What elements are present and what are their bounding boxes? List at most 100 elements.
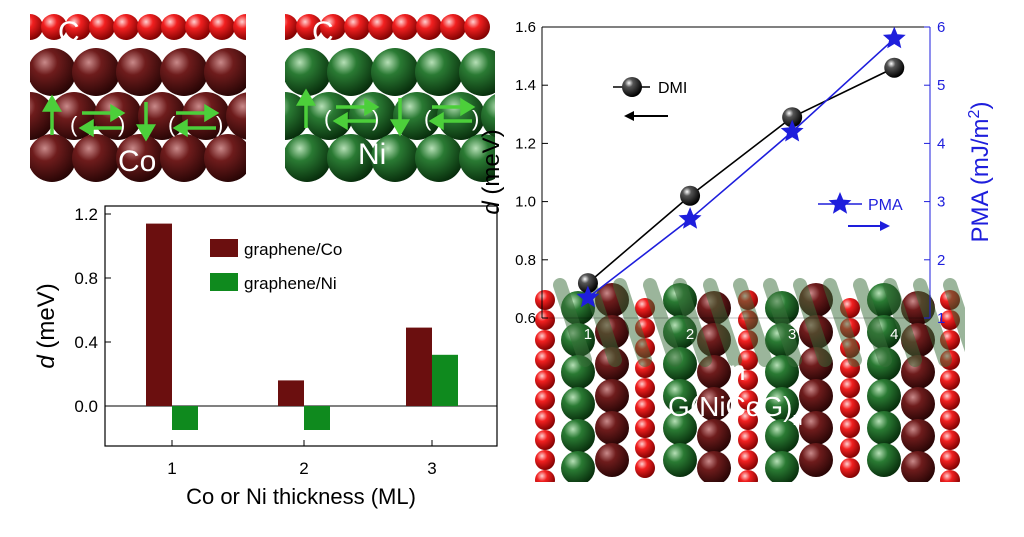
legend-swatch-ni — [210, 273, 238, 291]
line-right-axis-text: PMA (mJ/m — [967, 118, 994, 242]
carbon-atom — [41, 14, 67, 40]
line-right-axis-sup: 2 — [966, 109, 983, 118]
slab-atom — [595, 379, 629, 413]
line-left-tick-label: 1.2 — [515, 135, 536, 152]
carbon-atom — [30, 14, 43, 40]
slab-atom-row — [733, 278, 772, 367]
bar-y-axis-title: d (meV) — [33, 283, 60, 368]
slab-atom — [799, 411, 833, 445]
slab-atom — [663, 443, 697, 477]
carbon-atom — [296, 14, 322, 40]
slab-atom-row — [793, 278, 832, 367]
metal-atom — [226, 92, 246, 140]
pma-point — [576, 285, 600, 308]
slab-atom — [738, 350, 758, 370]
line-right-axis-title: PMA (mJ/m2) — [966, 102, 994, 243]
ni-paren: ( — [324, 106, 332, 131]
bar-y-tick-label: 0.4 — [74, 333, 98, 352]
metal-atom — [285, 62, 287, 82]
co-paren: ) — [216, 112, 223, 137]
line-right-tick-label: 6 — [937, 19, 945, 36]
line-right-tick-label: 1 — [937, 310, 945, 327]
slab-formula-label: G(NiCoG)n — [668, 391, 802, 429]
line-x-tick-label: 4 — [890, 326, 898, 343]
bar-graphene-ni — [432, 354, 458, 406]
carbon-atom — [137, 14, 163, 40]
line-left-tick-label: 1.0 — [515, 194, 536, 211]
slab-atom — [595, 411, 629, 445]
slab-atom — [840, 458, 860, 478]
slab-atom — [799, 443, 833, 477]
slab-atom — [635, 458, 655, 478]
slab-atom — [940, 450, 960, 470]
legend-label-ni: graphene/Ni — [244, 274, 337, 293]
slab-atom-row — [673, 278, 712, 367]
dmi-point — [577, 273, 598, 294]
metal-atom — [327, 48, 375, 96]
carbon-atom — [233, 14, 246, 40]
legend-dmi-label: DMI — [658, 80, 687, 97]
slab-atom — [635, 378, 655, 398]
metal-atom — [204, 134, 246, 182]
metal-atom — [72, 48, 120, 96]
metal-atom — [305, 92, 353, 140]
carbon-atom — [65, 14, 91, 40]
pma-point — [678, 207, 702, 229]
slab-atom — [901, 451, 935, 482]
metal-atom — [371, 134, 419, 182]
line-left-tick-label: 1.4 — [515, 77, 536, 94]
metal-atom — [327, 134, 375, 182]
carbon-atom — [113, 14, 139, 40]
co-metal-label: Co — [118, 145, 156, 178]
carbon-atom — [209, 14, 235, 40]
slab-n-label: n — [730, 355, 746, 386]
metal-atom — [160, 48, 208, 96]
slab-atom — [561, 387, 595, 421]
slab-atom — [901, 419, 935, 453]
carbon-atom — [320, 14, 346, 40]
bar-x-tick-label: 3 — [427, 459, 436, 478]
line-left-tick-label: 0.6 — [515, 310, 536, 327]
co-carbon-label: C — [58, 16, 80, 49]
pma-point — [780, 119, 804, 142]
bar-graphene-co — [146, 223, 172, 406]
slab-atom-row — [613, 278, 652, 367]
line-right-tick-label: 3 — [937, 194, 945, 211]
dmi-point — [782, 107, 803, 128]
metal-atom — [459, 134, 495, 182]
slab-atom — [738, 370, 758, 390]
bar-graphene-co — [406, 327, 432, 406]
line-right-axis-close: ) — [967, 102, 994, 110]
slab-atom — [940, 470, 960, 482]
slab-atom-row — [913, 278, 952, 367]
slab-atom — [663, 379, 697, 413]
slab-atom — [765, 419, 799, 453]
slab-atom-row — [763, 278, 802, 367]
bar-y-tick-label: 1.2 — [74, 205, 98, 224]
pma-line — [587, 38, 895, 299]
metal-atom — [116, 134, 164, 182]
slab-atom — [535, 450, 555, 470]
metal-atom — [285, 134, 331, 182]
slab-atom — [840, 418, 860, 438]
bar-chart: 0.0 0.4 0.8 1.2 1 2 3 graphene/Co graphene/Ni Co … — [33, 205, 498, 509]
slab-atom-row — [703, 278, 742, 367]
slab-atom — [635, 398, 655, 418]
metal-atom — [393, 92, 441, 140]
slab-atom — [901, 387, 935, 421]
ni-carbon-label: C — [312, 16, 334, 49]
co-atom-lattice — [30, 14, 246, 182]
bar-y-axis-italic: d — [33, 355, 60, 369]
slab-atom — [595, 443, 629, 477]
carbon-atom — [392, 14, 418, 40]
co-paren: ( — [70, 112, 78, 137]
slab-atom — [663, 411, 697, 445]
metal-atom — [349, 92, 397, 140]
slab-atom — [535, 310, 555, 330]
legend-dmi-arrowhead — [624, 111, 634, 121]
slab-formula-text: G(NiCoG) — [668, 391, 792, 422]
slab-atom — [840, 398, 860, 418]
metal-atom — [371, 48, 419, 96]
slab-atom — [535, 330, 555, 350]
